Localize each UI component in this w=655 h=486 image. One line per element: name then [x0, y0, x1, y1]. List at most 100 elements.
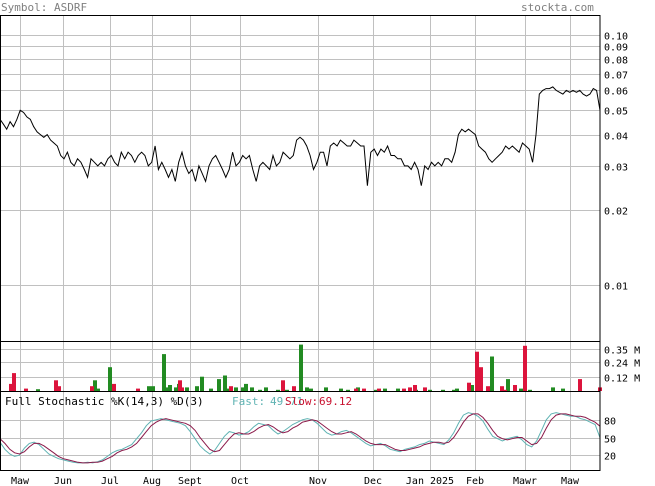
volume-bar	[195, 386, 199, 391]
volume-bar	[225, 388, 229, 391]
volume-bar	[36, 389, 40, 391]
volume-bar	[452, 389, 456, 391]
x-tick-label: Jun	[54, 476, 72, 486]
volume-bar	[24, 388, 28, 391]
price-tick-label: 0.01	[604, 282, 628, 293]
volume-bar	[250, 387, 254, 391]
volume-tick-label: 0.35 M	[604, 346, 640, 357]
x-tick-label: Maw	[11, 476, 30, 486]
volume-bar	[470, 385, 474, 391]
x-tick-label: Nov	[309, 476, 327, 486]
volume-bar	[234, 387, 238, 391]
x-tick-label: Aug	[143, 476, 161, 486]
volume-bar	[305, 387, 309, 391]
stoch-tick-label: 80	[604, 417, 616, 428]
volume-bar	[354, 388, 358, 391]
volume-bar	[523, 345, 527, 391]
price-tick-label: 0.05	[604, 107, 628, 118]
x-tick-label: Oct	[231, 476, 249, 486]
volume-bar	[174, 387, 178, 391]
volume-bar	[96, 388, 100, 391]
volume-bar	[299, 344, 303, 391]
volume-bar	[475, 351, 479, 391]
stoch-tick-label: 50	[604, 435, 616, 446]
volume-bar	[93, 380, 97, 391]
volume-bar	[217, 379, 221, 391]
stoch-tick-label: 20	[604, 452, 616, 463]
axis-labels: Maw Jun Jul Aug Sept Oct Nov Dec Jan 2025 Feb Mawr…	[11, 32, 640, 486]
price-tick-label: 0.06	[604, 87, 628, 98]
volume-bar	[209, 388, 213, 391]
volume-bar	[258, 389, 262, 391]
volume-bar	[168, 385, 172, 391]
volume-bar	[383, 388, 387, 391]
volume-bar	[112, 383, 116, 391]
volume-bar	[229, 386, 233, 391]
volume-bar	[200, 376, 204, 391]
volume-bar	[147, 386, 151, 391]
volume-bar	[292, 386, 296, 391]
volume-bar	[324, 387, 328, 391]
volume-bar	[241, 387, 245, 391]
volume-bar	[309, 388, 313, 391]
volume-bar	[455, 388, 459, 391]
volume-bar	[490, 356, 494, 391]
volume-bar	[408, 387, 412, 391]
volume-bar	[396, 388, 400, 391]
x-tick-label: Mawr	[513, 476, 537, 486]
slow-label: Slow:	[285, 395, 318, 408]
volume-bar	[165, 387, 169, 391]
volume-bar	[281, 380, 285, 391]
volume-bar	[500, 386, 504, 391]
volume-tick-label: 0.24 M	[604, 359, 640, 370]
x-tick-label: Maw	[561, 476, 580, 486]
chart-border	[0, 15, 601, 471]
volume-bar	[503, 389, 507, 391]
chart-frame	[0, 15, 601, 471]
price-line	[0, 86, 601, 186]
volume-bar	[136, 388, 140, 391]
site-link[interactable]: stockta.com	[521, 1, 594, 14]
slow-line	[0, 413, 601, 464]
volume-bar	[402, 388, 406, 391]
volume-bar	[551, 387, 555, 391]
volume-bar	[528, 389, 532, 391]
volume-bar	[244, 383, 248, 391]
volume-bar	[561, 388, 565, 391]
volume-bar	[151, 386, 155, 391]
fast-value: 49.71	[270, 395, 303, 408]
volume-bar	[519, 388, 523, 391]
volume-bar	[346, 389, 350, 391]
volume-bar	[428, 389, 432, 391]
volume-bar	[467, 382, 471, 391]
volume-bar	[162, 354, 166, 391]
volume-bar	[12, 373, 16, 391]
volume-bar	[377, 388, 381, 391]
fast-line	[0, 412, 601, 464]
volume-bar	[413, 385, 417, 391]
volume-bar	[479, 367, 483, 391]
volume-bar	[264, 387, 268, 391]
x-tick-label: Dec	[364, 476, 382, 486]
volume-panel	[9, 344, 602, 391]
volume-tick-label: 0.12 M	[604, 374, 640, 385]
x-tick-label: Feb	[466, 476, 484, 486]
volume-bar	[506, 379, 510, 391]
volume-bar	[54, 380, 58, 391]
price-tick-label: 0.04	[604, 132, 628, 143]
volume-bar	[90, 386, 94, 391]
volume-bar	[578, 379, 582, 391]
stochastic-panel: Full Stochastic %K(14,3) %D(3) Fast: 49.…	[0, 395, 601, 464]
price-tick-label: 0.07	[604, 71, 628, 82]
fast-label: Fast:	[232, 395, 265, 408]
volume-bar	[9, 383, 13, 391]
volume-bar	[362, 388, 366, 391]
slow-value: 69.12	[319, 395, 352, 408]
volume-bar	[223, 375, 227, 391]
volume-bar	[441, 389, 445, 391]
volume-bar	[108, 367, 112, 391]
price-tick-label: 0.03	[604, 163, 628, 174]
volume-bar	[423, 387, 427, 391]
x-tick-label: Sept	[178, 476, 202, 486]
price-tick-label: 0.09	[604, 43, 628, 54]
